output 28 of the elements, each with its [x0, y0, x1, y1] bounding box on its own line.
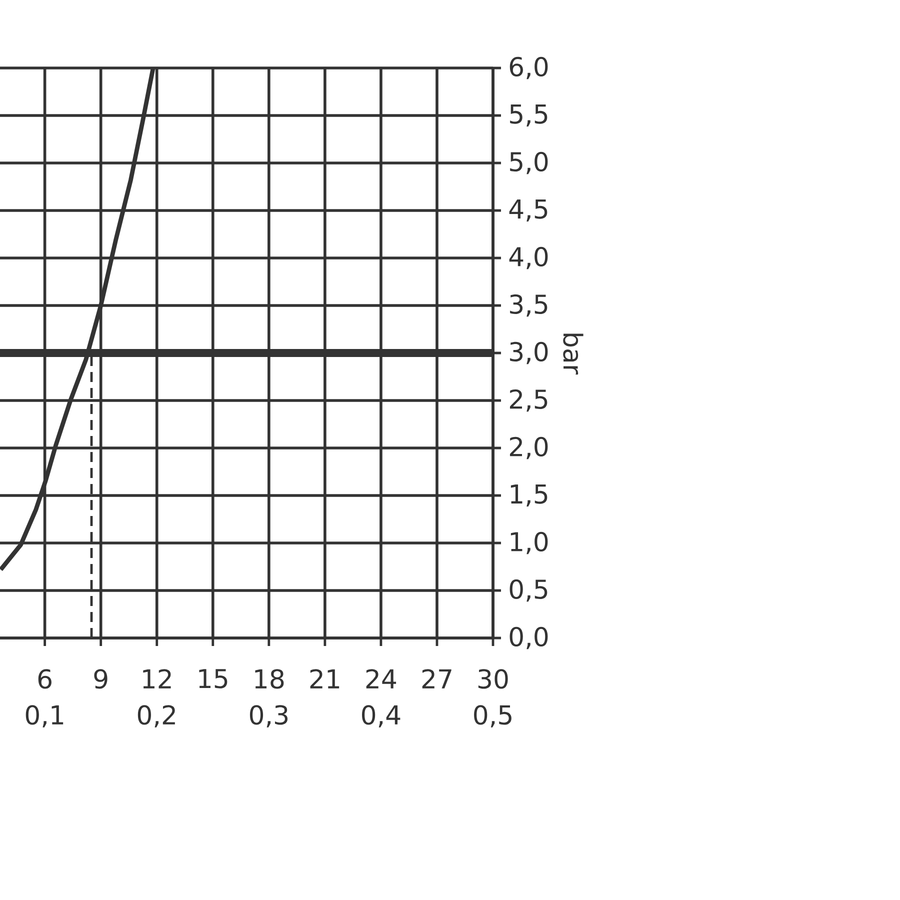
y-tick-label: 4,5	[509, 200, 548, 222]
y-tick-label: 2,5	[510, 389, 548, 412]
x-tick-label: 21	[310, 669, 340, 688]
x2-tick-label: 0,5	[474, 705, 512, 728]
y-tick-label: 0,0	[510, 626, 548, 650]
x2-tick-label: 0,1	[26, 705, 64, 728]
y-tick-label: 6,0	[510, 56, 548, 80]
x-tick-label: 12	[143, 669, 171, 688]
y-tick-label: 5,5	[510, 104, 548, 126]
x-tick-label: 15	[199, 669, 228, 688]
x2-tick-label: 0,2	[138, 705, 175, 728]
x-tick-label: 6	[38, 669, 52, 689]
x2-tick-label: 0,3	[250, 705, 288, 728]
y-tick-label: 4,0	[509, 246, 548, 270]
x-tick-label: 9	[94, 669, 108, 689]
x-tick-label: 27	[422, 669, 452, 688]
x-tick-label: 18	[255, 669, 284, 689]
y-tick-label: 2,0	[510, 436, 548, 460]
y-tick-label: 3,5	[510, 294, 548, 317]
y-tick-label: 1,5	[510, 484, 548, 506]
x-tick-label: 24	[366, 669, 396, 688]
y-tick-label: 1,0	[510, 532, 548, 554]
y-axis-title: bar	[563, 334, 584, 375]
x-tick-label: 30	[478, 669, 508, 689]
x2-tick-label: 0,4	[362, 705, 400, 728]
y-tick-label: 0,5	[510, 579, 548, 602]
y-tick-label: 3,0	[510, 342, 548, 364]
y-tick-label: 5,0	[510, 152, 548, 174]
